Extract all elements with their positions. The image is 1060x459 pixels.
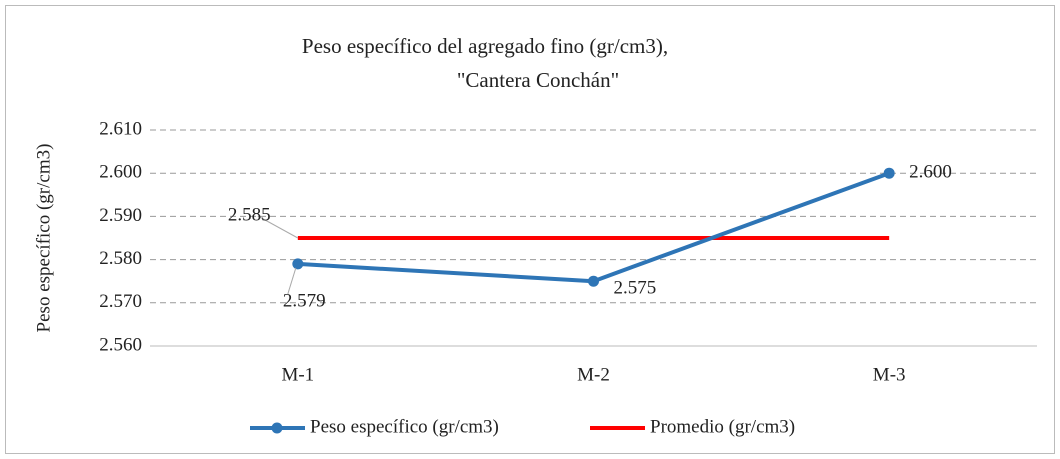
point: [292, 258, 304, 270]
y-tick-label: 2.610: [99, 118, 142, 139]
y-tick-label: 2.590: [99, 205, 142, 226]
x-tick-label: M-2: [577, 364, 610, 385]
chart-title: Peso específico del agregado fino (gr/cm…: [302, 34, 668, 58]
data-label: 2.575: [614, 278, 657, 299]
legend-label: Peso específico (gr/cm3): [310, 416, 499, 437]
x-tick-label: M-1: [281, 364, 314, 385]
data-label: 2.600: [909, 162, 952, 183]
point: [588, 275, 599, 287]
y-tick-label: 2.560: [99, 334, 142, 355]
x-tick-label: M-3: [873, 364, 906, 385]
data-label: 2.585: [228, 204, 271, 225]
leader-line: [257, 215, 299, 239]
leader-line: [287, 267, 297, 295]
chart-border: [5, 5, 1055, 454]
legend-label: Promedio (gr/cm3): [650, 416, 795, 437]
chart-subtitle: "Cantera Conchán": [457, 68, 619, 92]
y-tick-label: 2.570: [99, 291, 142, 312]
y-axis-title: Peso específico (gr/cm3): [33, 144, 54, 333]
legend-marker: [271, 422, 283, 434]
y-tick-label: 2.600: [99, 162, 142, 183]
y-tick-label: 2.580: [99, 248, 142, 269]
point: [883, 167, 895, 179]
data-label: 2.579: [283, 290, 326, 311]
